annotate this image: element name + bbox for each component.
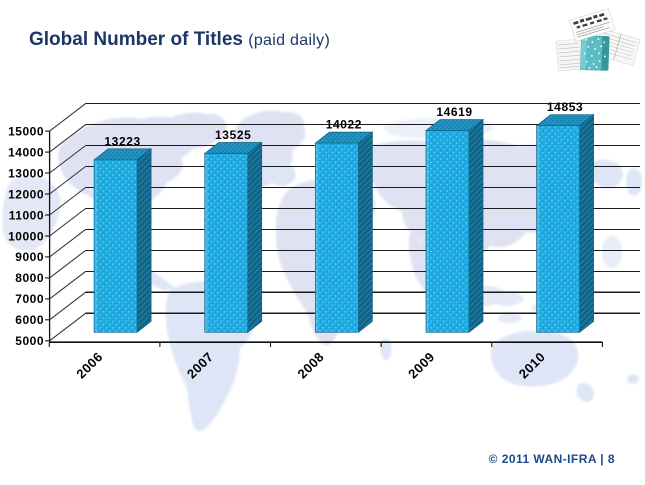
svg-text:14000: 14000 [8, 145, 44, 159]
svg-text:13000: 13000 [8, 166, 44, 180]
svg-text:2006: 2006 [73, 349, 105, 381]
svg-text:6000: 6000 [15, 313, 44, 327]
svg-text:14853: 14853 [547, 100, 583, 114]
svg-text:5000: 5000 [15, 334, 44, 348]
svg-text:2008: 2008 [295, 349, 327, 381]
svg-text:10000: 10000 [8, 229, 44, 243]
svg-text:8000: 8000 [15, 271, 44, 285]
svg-text:9000: 9000 [15, 250, 44, 264]
svg-text:12000: 12000 [8, 187, 44, 201]
svg-text:13223: 13223 [104, 134, 140, 148]
svg-text:11000: 11000 [9, 208, 44, 222]
svg-text:7000: 7000 [15, 292, 44, 306]
svg-text:13525: 13525 [215, 128, 251, 142]
svg-text:14022: 14022 [326, 118, 362, 132]
svg-text:2009: 2009 [405, 349, 437, 381]
svg-text:14619: 14619 [436, 105, 472, 119]
svg-text:15000: 15000 [8, 124, 44, 138]
